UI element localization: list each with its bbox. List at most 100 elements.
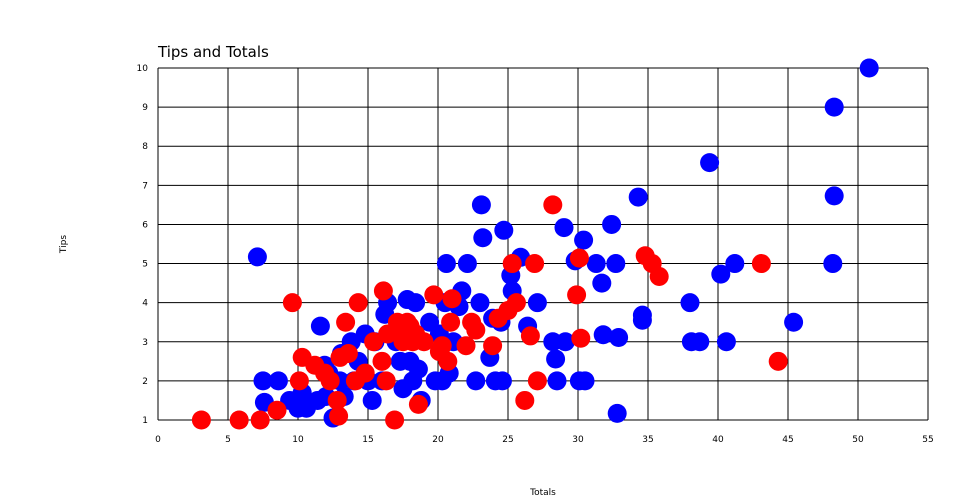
data-point xyxy=(250,410,270,430)
data-point xyxy=(408,394,428,414)
y-tick-label: 8 xyxy=(142,142,148,152)
data-point xyxy=(628,187,648,207)
data-point xyxy=(784,312,804,332)
data-point xyxy=(364,332,384,352)
data-point xyxy=(247,247,267,267)
data-point xyxy=(502,254,522,274)
data-point xyxy=(408,359,428,379)
chart-title: Tips and Totals xyxy=(157,43,269,61)
data-point xyxy=(527,293,547,313)
data-point xyxy=(607,403,627,423)
y-tick-label: 7 xyxy=(142,181,148,191)
data-point xyxy=(515,390,535,410)
data-point xyxy=(385,410,405,430)
data-point xyxy=(768,351,788,371)
data-point xyxy=(824,186,844,206)
y-tick-label: 3 xyxy=(142,338,148,348)
data-point xyxy=(414,332,434,352)
data-point xyxy=(520,326,540,346)
data-point xyxy=(575,371,595,391)
data-point xyxy=(348,293,368,313)
data-point xyxy=(338,344,358,364)
data-point xyxy=(543,195,563,215)
data-point xyxy=(441,312,461,332)
grid xyxy=(157,67,929,421)
x-axis-label: Totals xyxy=(529,488,556,498)
data-point xyxy=(527,371,547,391)
data-point xyxy=(680,293,700,313)
data-point xyxy=(700,153,720,173)
data-point xyxy=(546,349,566,369)
data-point xyxy=(456,336,476,356)
data-point xyxy=(320,371,340,391)
data-point xyxy=(362,390,382,410)
x-tick-label: 50 xyxy=(852,435,864,445)
data-point xyxy=(470,293,490,313)
data-point xyxy=(555,332,575,352)
data-point xyxy=(432,336,452,356)
data-point xyxy=(824,97,844,117)
data-point xyxy=(492,371,512,391)
x-tick-label: 40 xyxy=(712,435,724,445)
data-point xyxy=(483,336,503,356)
data-point xyxy=(571,328,591,348)
x-tick-label: 5 xyxy=(225,435,231,445)
data-point xyxy=(554,218,574,238)
y-tick-label: 6 xyxy=(142,220,148,230)
x-tick-label: 30 xyxy=(572,435,584,445)
data-point xyxy=(823,254,843,274)
data-point xyxy=(649,266,669,286)
x-tick-label: 45 xyxy=(782,435,793,445)
x-tick-label: 20 xyxy=(432,435,444,445)
data-point xyxy=(751,254,771,274)
x-tick-label: 10 xyxy=(292,435,304,445)
data-point xyxy=(602,214,622,234)
data-point xyxy=(268,371,288,391)
data-point xyxy=(289,371,309,391)
x-tick-label: 15 xyxy=(362,435,373,445)
data-point xyxy=(406,293,426,313)
data-point xyxy=(466,320,486,340)
data-points xyxy=(191,58,879,430)
y-tick-label: 9 xyxy=(142,103,148,113)
data-point xyxy=(567,285,587,305)
data-point xyxy=(442,289,462,309)
data-point xyxy=(436,254,456,274)
data-point xyxy=(373,281,393,301)
data-point xyxy=(586,254,606,274)
data-point xyxy=(716,332,736,352)
x-tick-label: 35 xyxy=(642,435,653,445)
data-point xyxy=(466,371,486,391)
data-point xyxy=(355,363,375,383)
data-point xyxy=(267,400,287,420)
data-point xyxy=(327,390,347,410)
data-point xyxy=(471,195,491,215)
data-point xyxy=(372,351,392,371)
data-point xyxy=(569,248,589,268)
y-axis-label: Tips xyxy=(59,235,69,254)
data-point xyxy=(609,327,629,347)
y-tick-label: 4 xyxy=(142,299,148,309)
data-point xyxy=(329,406,349,426)
data-point xyxy=(424,285,444,305)
data-point xyxy=(310,316,330,336)
data-point xyxy=(473,228,493,248)
data-point xyxy=(229,410,249,430)
x-tick-label: 25 xyxy=(502,435,513,445)
data-point xyxy=(457,254,477,274)
data-point xyxy=(253,371,273,391)
y-tick-label: 5 xyxy=(142,260,148,270)
data-point xyxy=(859,58,879,78)
data-point xyxy=(711,264,731,284)
data-point xyxy=(191,410,211,430)
data-point xyxy=(506,293,526,313)
data-point xyxy=(690,332,710,352)
y-tick-label: 1 xyxy=(142,416,148,426)
data-point xyxy=(574,230,594,250)
data-point xyxy=(547,371,567,391)
data-point xyxy=(725,254,745,274)
data-point xyxy=(282,293,302,313)
